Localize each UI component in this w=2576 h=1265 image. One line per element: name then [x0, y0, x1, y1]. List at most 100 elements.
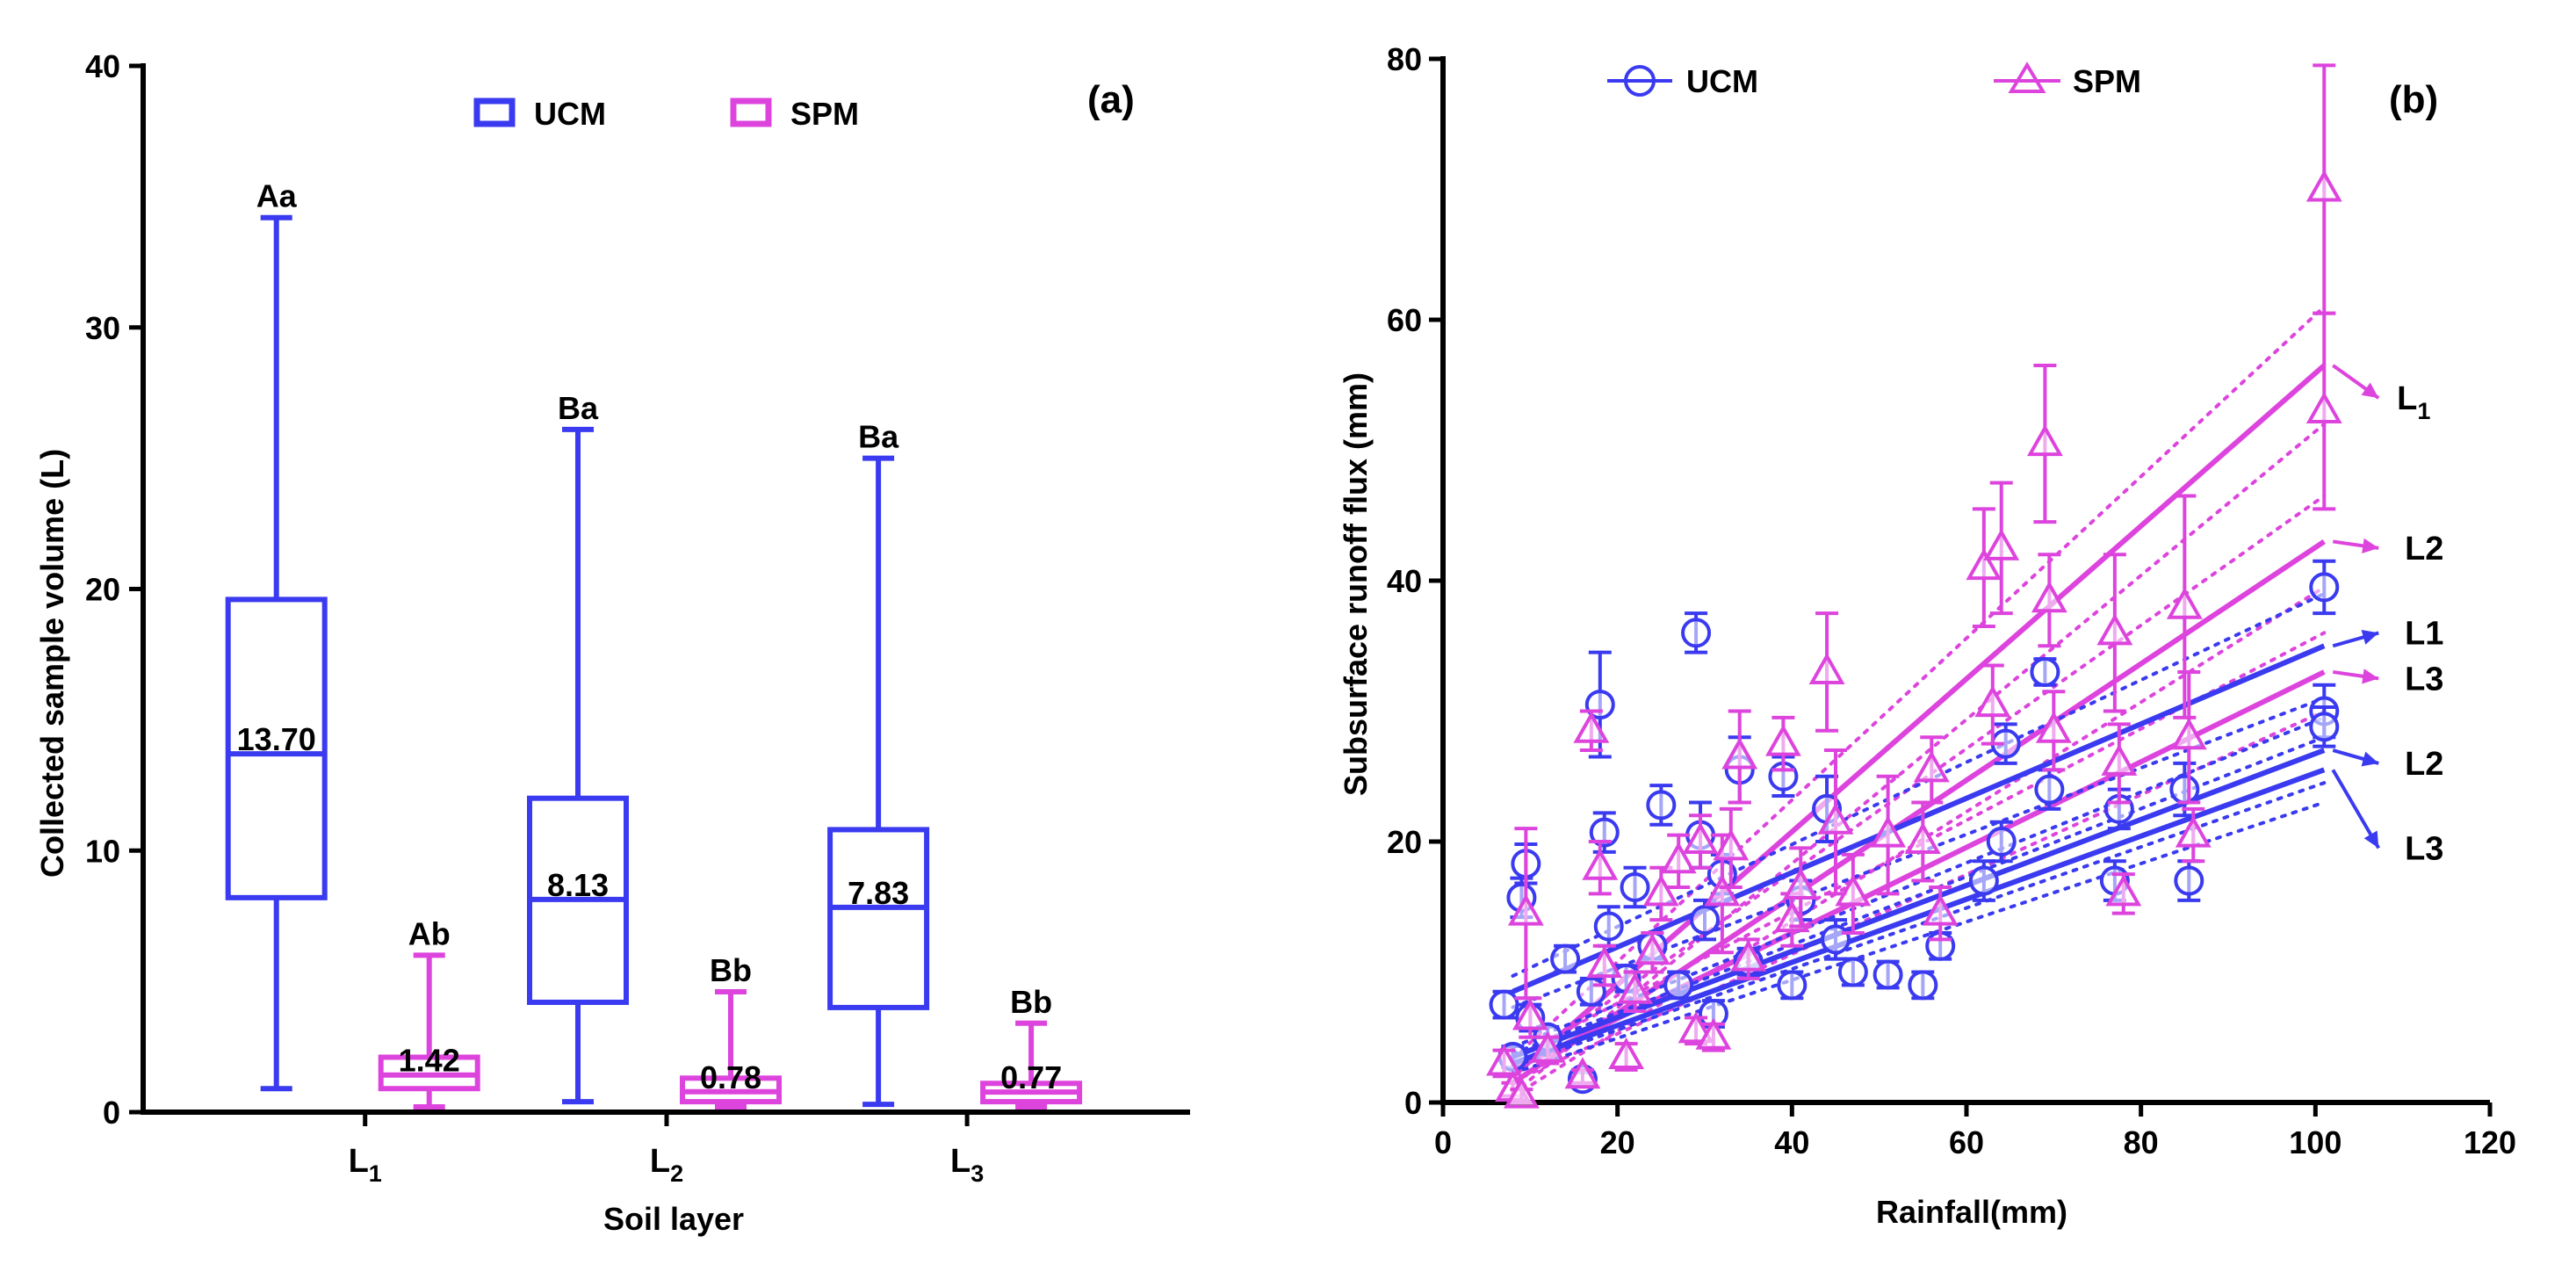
panel-a-ylabel: Collected sample volume (L) — [34, 449, 70, 878]
marker-circle — [1646, 790, 1677, 820]
legend-ucm-swatch — [473, 98, 516, 127]
marker-triangle — [1642, 874, 1679, 907]
point-spm — [1983, 481, 2020, 616]
marker-triangle — [1721, 737, 1758, 770]
panel-a-xtick-label-sub: 3 — [971, 1160, 984, 1187]
marker-triangle — [1529, 1030, 1566, 1063]
box-iqr — [827, 827, 930, 1010]
panel-b-scatter-chart: 0 20 40 60 80 0 20 40 60 80 100 120 L1 L2 L3 L1 L2 L3 UC… — [1338, 41, 2516, 1230]
point-ucm — [1681, 611, 1712, 654]
panel-a-xtick-label: L2 — [650, 1143, 683, 1187]
box-significance-letters: Bb — [710, 952, 752, 988]
panel-b-ytick-label: 20 — [1387, 824, 1422, 860]
point-ucm — [1620, 865, 1650, 909]
point-ucm — [1777, 970, 1808, 1001]
marker-circle — [2169, 774, 2200, 805]
point-ucm — [2030, 656, 2060, 687]
label-arrow-head — [2362, 538, 2379, 553]
marker-circle — [1908, 970, 1938, 1001]
panel-a-xtick-label-base: L — [349, 1143, 369, 1180]
marker-triangle — [2035, 711, 2072, 743]
panel-b-xtick-label: 40 — [1774, 1124, 1809, 1160]
marker-triangle — [1974, 685, 2011, 718]
panel-b-xtick-label: 60 — [1949, 1124, 1984, 1160]
marker-triangle — [1608, 1037, 1645, 1070]
panel-a-ytick-label: 30 — [85, 310, 120, 346]
point-ucm — [1663, 970, 1694, 1001]
point-spm — [1808, 611, 1845, 733]
marker-circle — [2309, 572, 2340, 603]
panel-a-ytick-label: 20 — [85, 572, 120, 608]
box-median-label: 13.70 — [237, 721, 316, 757]
marker-triangle — [1817, 802, 1854, 835]
point-spm — [1713, 806, 1750, 889]
regression-label: L2 — [2405, 746, 2443, 783]
point-spm — [1974, 663, 2011, 746]
point-spm — [1682, 813, 1719, 870]
marker-triangle — [2101, 743, 2138, 776]
panel-b-xtick-label: 100 — [2289, 1124, 2341, 1160]
point-spm — [1764, 715, 1801, 772]
marker-circle — [1777, 970, 1808, 1001]
point-spm — [1582, 840, 1619, 896]
marker-triangle — [1695, 1017, 1732, 1050]
panel-b-ylabel: Subsurface runoff flux (mm) — [1338, 372, 1374, 796]
marker-triangle — [2170, 718, 2207, 750]
marker-circle — [1593, 911, 1624, 942]
panel-a-xtick-label-base: L — [650, 1143, 670, 1180]
marker-circle — [1837, 957, 1868, 987]
marker-triangle — [1730, 939, 1767, 972]
point-spm — [1695, 1017, 1732, 1052]
marker-triangle — [1617, 972, 1653, 1004]
legend-spm-swatch — [730, 98, 772, 127]
point-ucm — [1589, 811, 1620, 854]
panel-b-xtick-label: 0 — [1434, 1124, 1452, 1160]
panel-a-xtick-label-sub: 2 — [670, 1160, 683, 1187]
point-spm — [2305, 63, 2342, 315]
panel-a-label: (a) — [1087, 78, 1135, 121]
panel-b-regressions: L1 L2 L3 L1 L2 L3 — [1511, 305, 2443, 1099]
marker-triangle — [1503, 1076, 1540, 1109]
box-ucm-group-3: 7.83 Ba — [827, 419, 930, 1108]
marker-circle — [1986, 827, 2017, 857]
marker-circle — [1589, 817, 1620, 848]
panel-b-axes: 0 20 40 60 80 0 20 40 60 80 100 120 — [1387, 41, 2516, 1160]
box-ucm-group-1: 13.70 Aa — [225, 178, 328, 1092]
panel-b-label: (b) — [2389, 78, 2438, 121]
point-ucm — [1550, 943, 1581, 974]
point-spm — [1966, 507, 2002, 628]
marker-triangle — [1507, 893, 1544, 926]
marker-triangle — [1564, 1057, 1601, 1089]
point-spm — [1922, 885, 1959, 942]
regression-label-sub: 1 — [2417, 398, 2430, 424]
marker-circle — [1690, 905, 1720, 936]
marker-circle — [2030, 656, 2060, 687]
point-spm — [2026, 363, 2063, 524]
box-ucm-group-2: 8.13 Ba — [527, 390, 629, 1105]
regression-line — [1512, 767, 2326, 1066]
marker-triangle — [2026, 424, 2063, 457]
marker-circle — [1576, 976, 1606, 1007]
marker-circle — [1489, 989, 1519, 1020]
panel-a-marks: 13.70 Aa 1.42 Ab 8.13 Ba 0.78 Bb 7.83 Ba 0.77 Bb — [225, 178, 1083, 1110]
marker-triangle — [1913, 750, 1950, 783]
legend-ucm-label-b: UCM — [1686, 63, 1758, 99]
panel-b-marks — [1486, 63, 2342, 1109]
marker-triangle — [1486, 1044, 1522, 1076]
panel-a-ytick-label: 40 — [85, 48, 120, 84]
point-spm — [1564, 1057, 1601, 1089]
point-ucm — [1593, 905, 1624, 948]
panel-a-xtick-label: L3 — [950, 1143, 984, 1187]
point-spm — [1660, 833, 1697, 889]
marker-triangle — [1835, 874, 1872, 907]
point-ucm — [1837, 957, 1868, 987]
legend-spm-label-b: SPM — [2073, 63, 2141, 99]
marker-triangle — [2305, 170, 2342, 202]
marker-triangle — [1678, 1011, 1714, 1044]
label-arrow-head — [2362, 669, 2379, 684]
point-spm — [1573, 709, 1610, 753]
box-significance-letters: Aa — [256, 178, 298, 214]
point-spm — [1835, 852, 1872, 935]
